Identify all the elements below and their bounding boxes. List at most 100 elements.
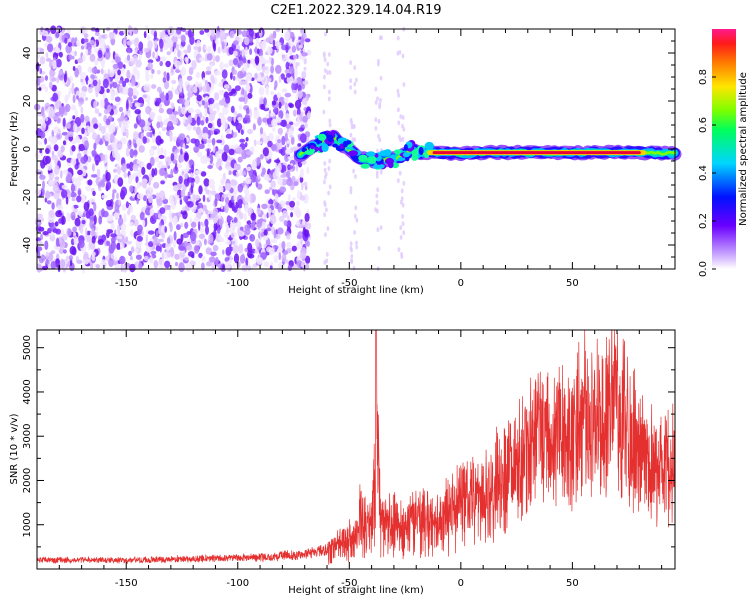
noise-speckle [376, 227, 380, 233]
noise-speckle [232, 75, 236, 81]
noise-speckle [84, 115, 90, 123]
noise-speckle [116, 143, 123, 149]
noise-speckle [349, 241, 353, 247]
noise-speckle [238, 204, 243, 209]
noise-speckle [55, 237, 60, 247]
noise-speckle [231, 240, 236, 245]
noise-speckle [233, 113, 236, 123]
noise-speckle [54, 165, 60, 175]
noise-speckle [277, 142, 283, 150]
noise-speckle [111, 252, 115, 260]
noise-speckle [259, 154, 264, 160]
noise-speckle [271, 144, 277, 152]
noise-speckle [183, 49, 189, 54]
noise-speckle [180, 34, 186, 43]
noise-speckle [220, 224, 223, 229]
x-tick-label: -50 [341, 578, 357, 589]
noise-speckle [176, 27, 182, 35]
noise-speckle [219, 29, 226, 40]
noise-speckle [186, 162, 190, 173]
noise-speckle [68, 54, 73, 61]
noise-speckle [274, 193, 279, 202]
noise-speckle [159, 38, 164, 49]
noise-speckle [325, 252, 329, 257]
noise-speckle [196, 94, 202, 102]
noise-speckle [158, 238, 165, 243]
noise-speckle [185, 262, 192, 272]
noise-speckle [284, 113, 290, 121]
noise-speckle [150, 250, 157, 255]
noise-speckle [130, 229, 134, 237]
noise-speckle [374, 100, 378, 105]
noise-speckle [123, 213, 127, 223]
noise-speckle [133, 218, 139, 227]
noise-speckle [112, 63, 119, 70]
noise-speckle [257, 116, 262, 126]
noise-speckle [288, 165, 294, 169]
noise-speckle [135, 254, 142, 260]
noise-speckle [71, 145, 76, 152]
noise-speckle [244, 37, 250, 46]
noise-speckle [249, 36, 254, 44]
noise-speckle [161, 127, 167, 132]
noise-speckle [401, 221, 405, 227]
noise-speckle [289, 200, 295, 208]
noise-speckle [191, 60, 197, 70]
noise-speckle [284, 154, 290, 162]
noise-speckle [35, 169, 41, 176]
noise-speckle [62, 117, 66, 128]
noise-speckle [41, 30, 49, 37]
noise-speckle [113, 261, 118, 265]
noise-speckle [271, 58, 274, 66]
noise-speckle [378, 35, 382, 41]
noise-speckle [401, 123, 404, 129]
noise-speckle [37, 140, 43, 145]
noise-speckle [150, 73, 154, 80]
noise-speckle [67, 42, 73, 47]
ridge-blob [418, 146, 424, 156]
noise-speckle [273, 86, 277, 91]
noise-speckle [74, 50, 77, 57]
noise-speckle [107, 144, 113, 151]
noise-speckle [51, 202, 55, 210]
noise-speckle [101, 60, 105, 69]
noise-speckle [188, 67, 194, 75]
noise-speckle [190, 171, 194, 178]
noise-speckle [134, 143, 138, 149]
noise-speckle [130, 246, 135, 254]
noise-speckle [146, 132, 151, 137]
noise-speckle [244, 227, 251, 236]
noise-speckle [84, 41, 87, 50]
noise-speckle [278, 110, 284, 120]
noise-speckle [267, 140, 273, 148]
noise-speckle [328, 184, 332, 190]
noise-speckle [191, 164, 195, 174]
noise-speckle [304, 185, 308, 191]
noise-speckle [249, 84, 253, 94]
noise-speckle [218, 89, 225, 96]
noise-speckle [223, 144, 230, 154]
noise-speckle [237, 183, 244, 193]
noise-speckle [92, 132, 98, 141]
noise-speckle [202, 132, 209, 140]
colorbar-tick-label: 0.4 [698, 165, 709, 181]
noise-speckle [181, 171, 185, 176]
noise-speckle [116, 224, 121, 234]
noise-speckle [225, 128, 232, 136]
noise-speckle [291, 175, 296, 182]
noise-speckle [120, 166, 125, 171]
noise-speckle [82, 258, 90, 265]
noise-speckle [276, 92, 282, 99]
noise-speckle [40, 159, 46, 169]
noise-speckle [155, 245, 161, 252]
x-tick-label: 50 [566, 278, 579, 289]
noise-speckle [172, 215, 178, 226]
noise-speckle [136, 192, 144, 200]
noise-speckle [165, 241, 171, 252]
noise-speckle [157, 146, 160, 156]
noise-speckle [119, 255, 126, 265]
noise-speckle [295, 163, 299, 172]
noise-speckle [113, 212, 120, 218]
noise-speckle [286, 139, 290, 145]
